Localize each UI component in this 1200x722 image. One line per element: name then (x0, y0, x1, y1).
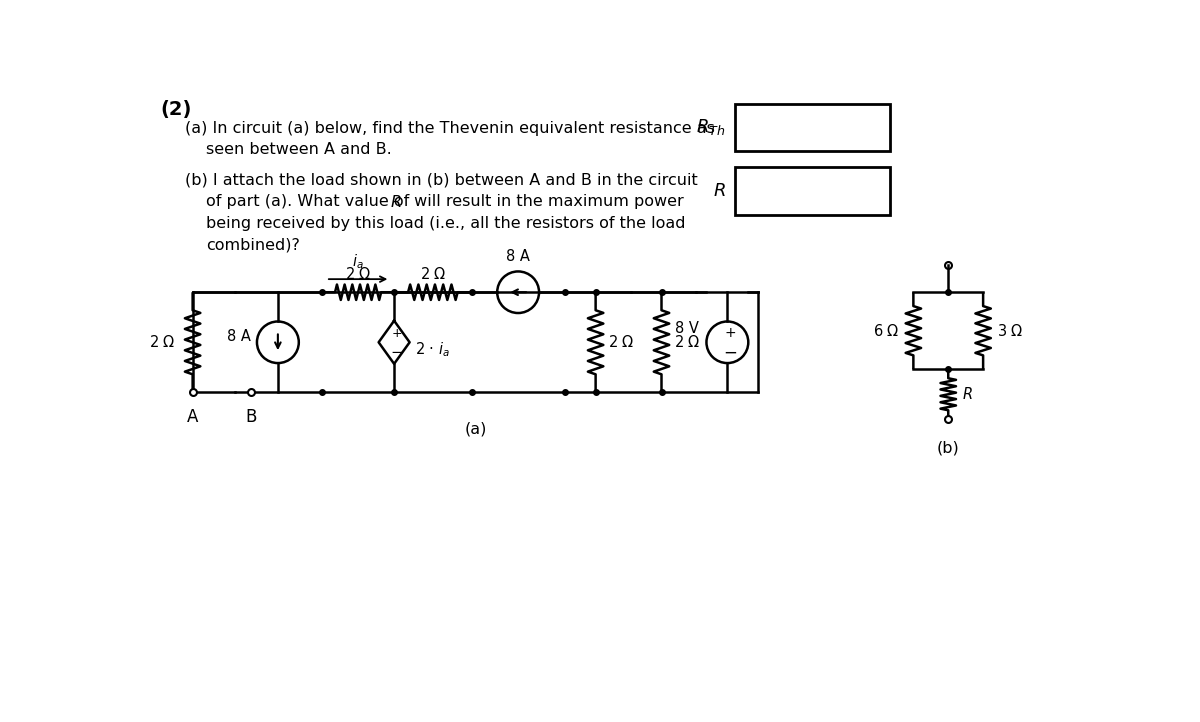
Text: 2 $\Omega$: 2 $\Omega$ (420, 266, 446, 282)
Text: 2 $\Omega$: 2 $\Omega$ (344, 266, 371, 282)
Text: (b): (b) (937, 441, 960, 456)
Text: −: − (391, 345, 403, 360)
Bar (736, 103, 890, 152)
Text: $R_{Th}$: $R_{Th}$ (696, 118, 726, 137)
Text: 2 $\Omega$: 2 $\Omega$ (674, 334, 701, 350)
Text: +: + (725, 326, 737, 340)
Text: combined)?: combined)? (206, 238, 300, 253)
Text: +: + (392, 327, 402, 340)
Text: (b) I attach the load shown in (b) between A and B in the circuit: (b) I attach the load shown in (b) betwe… (185, 173, 697, 188)
Text: (2): (2) (160, 100, 192, 118)
Text: $R$: $R$ (713, 183, 726, 201)
Text: will result in the maximum power: will result in the maximum power (409, 194, 684, 209)
Text: 8 A: 8 A (506, 249, 530, 264)
Text: −: − (724, 343, 738, 361)
Text: $i_a$: $i_a$ (353, 253, 364, 271)
Text: (a) In circuit (a) below, find the Thevenin equivalent resistance as: (a) In circuit (a) below, find the Theve… (185, 121, 715, 136)
Text: $R$: $R$ (390, 194, 402, 210)
Text: A: A (187, 408, 198, 426)
Text: 8 A: 8 A (227, 329, 251, 344)
Text: of part (a). What value of: of part (a). What value of (206, 194, 414, 209)
Bar (736, 168, 890, 215)
Text: B: B (245, 408, 257, 426)
Text: 2 · $i_a$: 2 · $i_a$ (415, 341, 450, 360)
Text: 2 $\Omega$: 2 $\Omega$ (608, 334, 635, 350)
Text: $R$: $R$ (962, 386, 973, 402)
Text: 6 $\Omega$: 6 $\Omega$ (872, 323, 900, 339)
Text: 3 $\Omega$: 3 $\Omega$ (997, 323, 1024, 339)
Text: 8 V: 8 V (674, 321, 698, 336)
Text: being received by this load (i.e., all the resistors of the load: being received by this load (i.e., all t… (206, 216, 685, 231)
Text: seen between A and B.: seen between A and B. (206, 142, 391, 157)
Text: (a): (a) (464, 422, 487, 437)
Text: 2 $\Omega$: 2 $\Omega$ (149, 334, 175, 350)
